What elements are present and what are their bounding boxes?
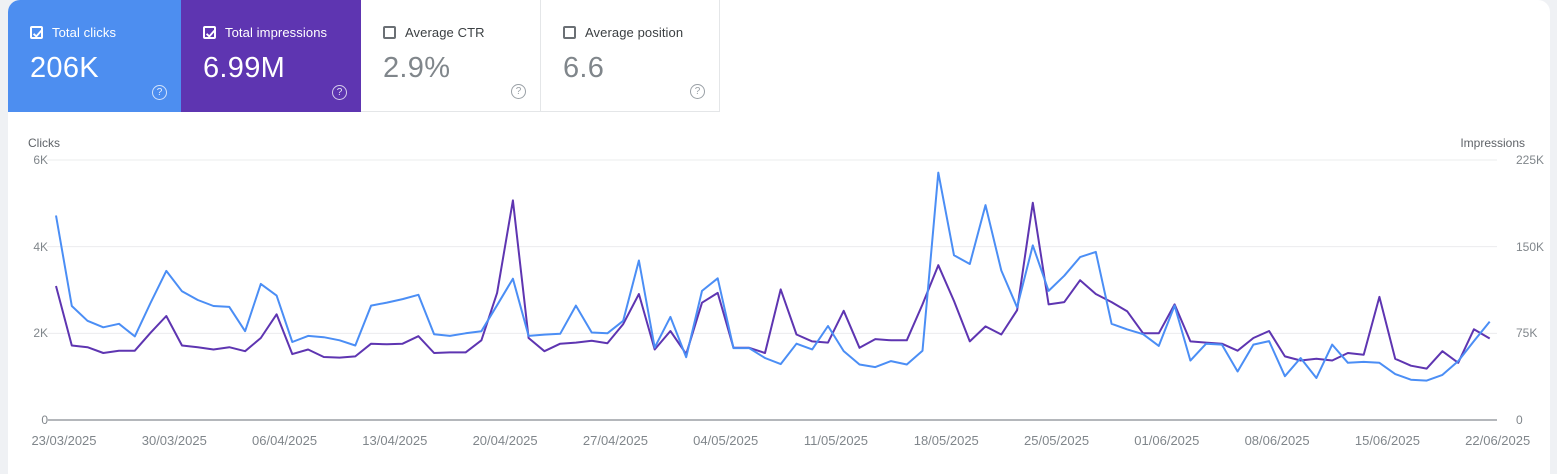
y-axis-tick-right: 225K [1516, 153, 1545, 167]
help-icon[interactable]: ? [690, 84, 705, 99]
card-label: Average position [585, 24, 684, 40]
card-label: Average CTR [405, 24, 485, 40]
y-axis-tick-right: 75K [1516, 326, 1538, 341]
metric-card-average-ctr[interactable]: Average CTR 2.9% ? [361, 0, 541, 112]
help-icon[interactable]: ? [511, 84, 526, 99]
metric-card-average-position[interactable]: Average position 6.6 ? [541, 0, 720, 112]
x-axis-label: 01/06/2025 [1134, 433, 1200, 448]
metric-cards-row: Total clicks 206K ? Total impressions 6.… [8, 0, 720, 112]
x-axis-label: 04/05/2025 [693, 433, 759, 448]
card-value: 6.6 [563, 52, 605, 84]
check-icon [205, 29, 216, 38]
y-axis-tick-left: 2K [33, 326, 48, 341]
card-value: 2.9% [383, 52, 451, 84]
y-axis-tick-right: 150K [1516, 239, 1545, 254]
x-axis-label: 11/05/2025 [803, 433, 869, 448]
metric-card-total-clicks[interactable]: Total clicks 206K ? [8, 0, 181, 112]
card-header: Total clicks [30, 24, 181, 40]
x-axis-label: 18/05/2025 [913, 433, 979, 448]
checkbox-unchecked-icon[interactable] [563, 25, 576, 39]
y-axis-tick-left: 6K [33, 153, 48, 167]
x-axis-label: 08/06/2025 [1244, 433, 1310, 448]
y-axis-tick-left: 4K [33, 239, 48, 254]
help-icon[interactable]: ? [152, 85, 167, 100]
x-axis-label: 30/03/2025 [141, 433, 207, 448]
x-axis-label: 13/04/2025 [362, 433, 428, 448]
card-header: Total impressions [203, 24, 361, 40]
x-axis-label: 15/06/2025 [1354, 433, 1420, 448]
check-icon [32, 29, 43, 38]
card-value: 6.99M [203, 52, 286, 84]
card-header: Average position [563, 24, 719, 40]
checkbox-checked-icon[interactable] [30, 25, 43, 39]
performance-panel: Total clicks 206K ? Total impressions 6.… [8, 0, 1550, 474]
x-axis-label: 25/05/2025 [1024, 433, 1090, 448]
left-axis-title: Clicks [28, 136, 60, 150]
card-value: 206K [30, 52, 99, 84]
right-axis-title: Impressions [1460, 136, 1525, 150]
x-axis-label: 20/04/2025 [472, 433, 538, 448]
checkbox-checked-icon[interactable] [203, 25, 216, 39]
metric-card-total-impressions[interactable]: Total impressions 6.99M ? [181, 0, 361, 112]
x-axis-label: 27/04/2025 [582, 433, 648, 448]
x-axis-label: 06/04/2025 [252, 433, 318, 448]
x-axis-label: 22/06/2025 [1465, 433, 1531, 448]
checkbox-unchecked-icon[interactable] [383, 25, 396, 39]
card-header: Average CTR [383, 24, 540, 40]
x-axis-label: 23/03/2025 [31, 433, 97, 448]
y-axis-tick-right: 0 [1516, 413, 1523, 427]
card-label: Total clicks [52, 24, 117, 40]
card-label: Total impressions [225, 24, 328, 40]
y-axis-tick-left: 0 [41, 413, 48, 427]
help-icon[interactable]: ? [332, 85, 347, 100]
